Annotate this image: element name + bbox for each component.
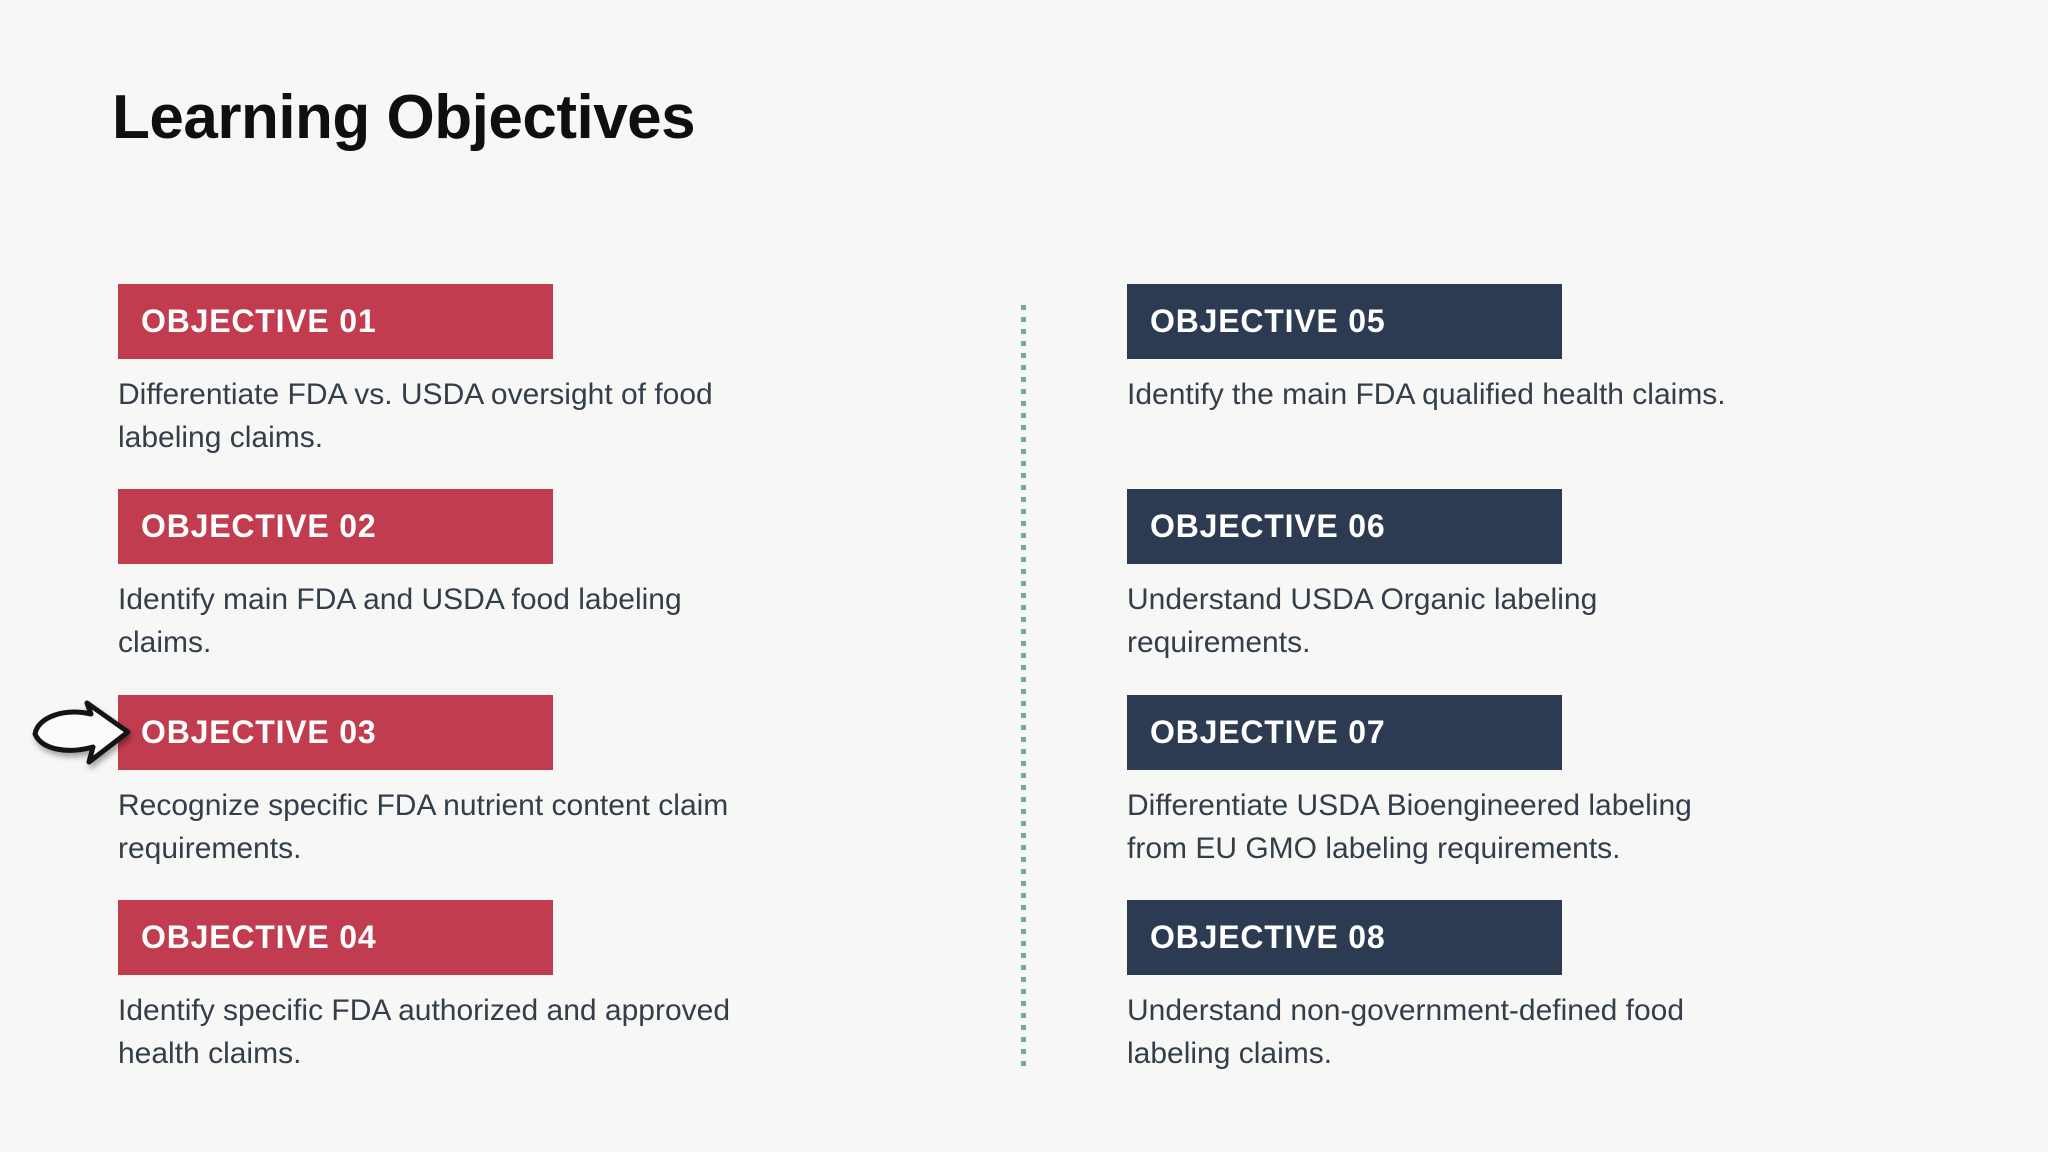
objective-card-02: OBJECTIVE 02 Identify main FDA and USDA …: [118, 489, 818, 664]
objective-card-01: OBJECTIVE 01 Differentiate FDA vs. USDA …: [118, 284, 818, 459]
objective-description: Differentiate FDA vs. USDA oversight of …: [118, 378, 713, 454]
objective-description: Differentiate USDA Bioengineered labelin…: [1127, 789, 1692, 865]
objective-badge-label: OBJECTIVE 04: [141, 919, 377, 955]
objective-badge-02: OBJECTIVE 02: [118, 489, 553, 564]
hand-drawn-arrow-icon: [28, 698, 136, 774]
objective-badge-label: OBJECTIVE 05: [1150, 303, 1386, 339]
objective-description: Identify main FDA and USDA food labeling…: [118, 583, 682, 659]
objective-badge-06: OBJECTIVE 06: [1127, 489, 1562, 564]
objective-card-06: OBJECTIVE 06 Understand USDA Organic lab…: [1127, 489, 1827, 664]
objective-card-05: OBJECTIVE 05 Identify the main FDA quali…: [1127, 284, 1827, 416]
objective-badge-label: OBJECTIVE 02: [141, 508, 377, 544]
objective-badge-08: OBJECTIVE 08: [1127, 900, 1562, 975]
objective-badge-03: OBJECTIVE 03: [118, 695, 553, 770]
objective-badge-label: OBJECTIVE 08: [1150, 919, 1386, 955]
objective-badge-01: OBJECTIVE 01: [118, 284, 553, 359]
objective-badge-label: OBJECTIVE 07: [1150, 714, 1386, 750]
objective-card-08: OBJECTIVE 08 Understand non-government-d…: [1127, 900, 1827, 1075]
objective-card-04: OBJECTIVE 04 Identify specific FDA autho…: [118, 900, 818, 1075]
objective-badge-label: OBJECTIVE 03: [141, 714, 377, 750]
objective-description: Identify the main FDA qualified health c…: [1127, 378, 1726, 411]
objective-badge-04: OBJECTIVE 04: [118, 900, 553, 975]
objective-description: Understand USDA Organic labeling require…: [1127, 583, 1598, 659]
objective-description: Recognize specific FDA nutrient content …: [118, 789, 729, 865]
objective-badge-07: OBJECTIVE 07: [1127, 695, 1562, 770]
objective-badge-label: OBJECTIVE 06: [1150, 508, 1386, 544]
objective-description: Identify specific FDA authorized and app…: [118, 994, 731, 1070]
page-title: Learning Objectives: [112, 83, 696, 152]
objective-description: Understand non-government-defined food l…: [1127, 994, 1685, 1070]
objective-badge-05: OBJECTIVE 05: [1127, 284, 1562, 359]
objective-card-03: OBJECTIVE 03 Recognize specific FDA nutr…: [118, 695, 818, 870]
dotted-divider: [1021, 305, 1026, 1068]
objective-card-07: OBJECTIVE 07 Differentiate USDA Bioengin…: [1127, 695, 1827, 870]
objective-badge-label: OBJECTIVE 01: [141, 303, 377, 339]
